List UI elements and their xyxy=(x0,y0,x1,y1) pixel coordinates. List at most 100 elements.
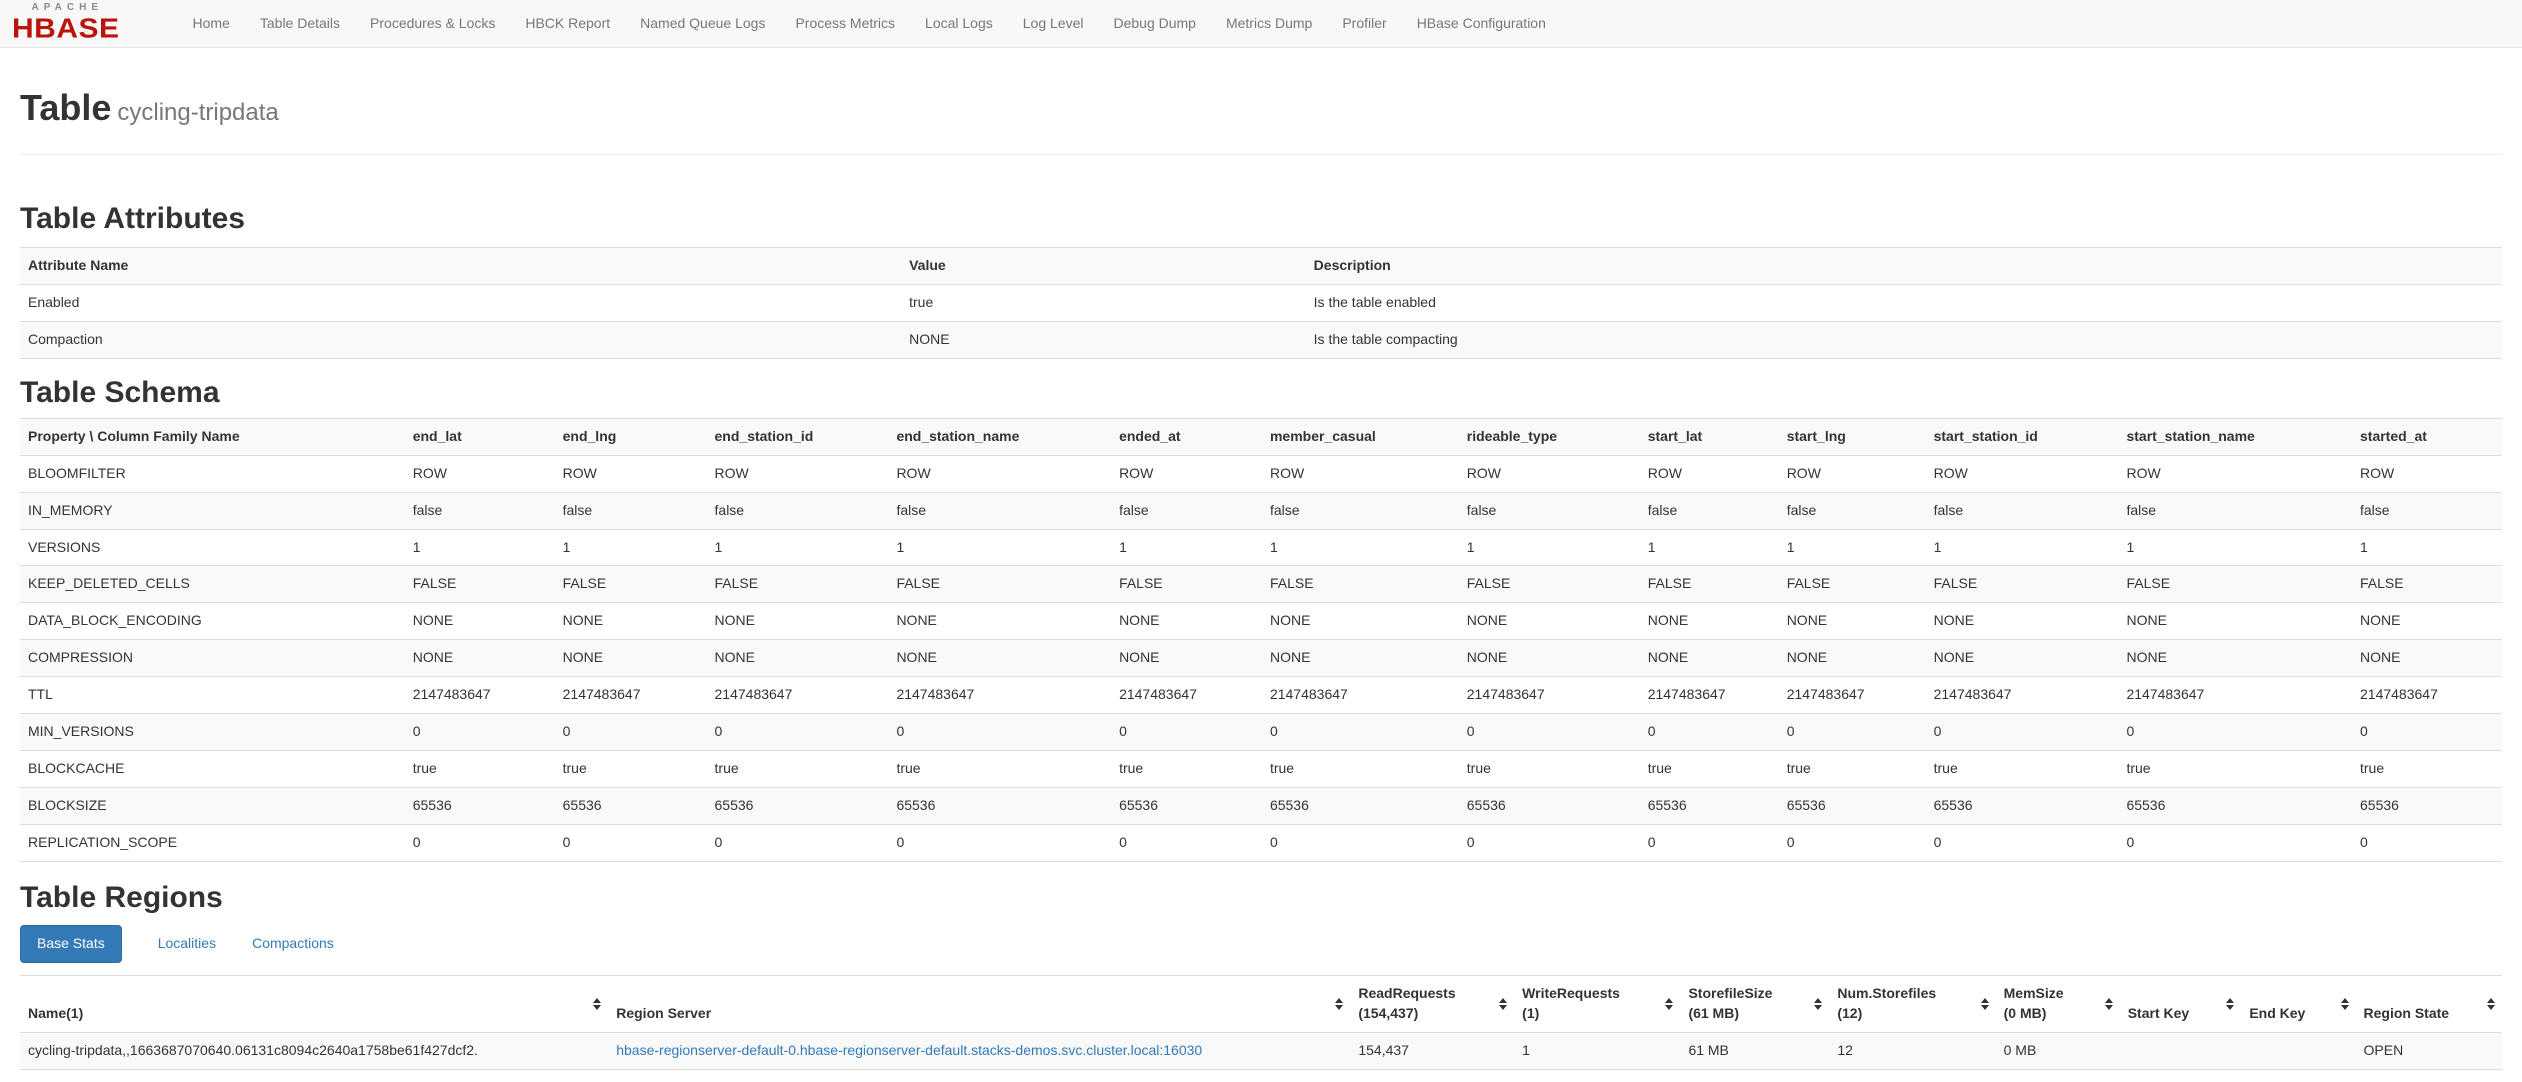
schema-value: true xyxy=(2352,750,2502,788)
attributes-header-row: Attribute Name Value Description xyxy=(20,246,2502,285)
nav-hbase-configuration[interactable]: HBase Configuration xyxy=(1416,14,1546,31)
schema-value: 0 xyxy=(404,713,555,751)
column-label: WriteRequests xyxy=(1522,985,1620,1002)
col-start-key[interactable]: Start Key xyxy=(2119,975,2242,1033)
schema-value: 0 xyxy=(2352,824,2502,863)
schema-value: ROW xyxy=(554,454,707,493)
tab-localities[interactable]: Localities xyxy=(157,935,217,952)
navbar-item: Named Queue Logs xyxy=(625,14,780,34)
schema-property: KEEP_DELETED_CELLS xyxy=(20,565,405,603)
nav-procedures-locks[interactable]: Procedures & Locks xyxy=(370,14,496,31)
schema-value: NONE xyxy=(1925,602,2119,640)
sort-icon xyxy=(2487,998,2495,1011)
column-aggregate: (61 MB) xyxy=(1688,1005,1739,1022)
table-row: TTL 2147483647 2147483647 2147483647 2147483… xyxy=(20,676,2502,714)
schema-value: 0 xyxy=(888,824,1112,863)
col-writerequests[interactable]: WriteRequests (1) xyxy=(1514,975,1681,1033)
schema-value: NONE xyxy=(706,639,889,677)
column-label: StorefileSize xyxy=(1688,985,1773,1002)
col-storefilesize[interactable]: StorefileSize (61 MB) xyxy=(1680,975,1830,1033)
schema-value: 2147483647 xyxy=(1925,676,2119,714)
col-region-server[interactable]: Region Server xyxy=(608,975,1351,1033)
navbar-item: Local Logs xyxy=(910,14,1008,34)
col-description: Description xyxy=(1305,246,2502,285)
schema-value: NONE xyxy=(706,602,889,640)
attribute-value: NONE xyxy=(901,320,1306,359)
col-name-1[interactable]: Name(1) xyxy=(20,975,609,1033)
schema-value: ROW xyxy=(1261,454,1459,493)
nav-named-queue-logs[interactable]: Named Queue Logs xyxy=(640,14,766,31)
nav-home[interactable]: Home xyxy=(192,14,230,31)
nav-debug-dump[interactable]: Debug Dump xyxy=(1113,14,1196,31)
schema-value: 2147483647 xyxy=(1111,676,1262,714)
schema-property: MIN_VERSIONS xyxy=(20,713,405,751)
column-aggregate: (1) xyxy=(1522,1005,1540,1022)
col-num-storefiles[interactable]: Num.Storefiles (12) xyxy=(1829,975,1996,1033)
nav-metrics-dump[interactable]: Metrics Dump xyxy=(1225,14,1313,31)
table-row: REPLICATION_SCOPE 0 0 0 0 0 0 0 0 0 0 0 0 xyxy=(20,824,2502,863)
schema-value: 0 xyxy=(706,824,889,863)
col-attribute-name: Attribute Name xyxy=(20,246,902,285)
sort-icon xyxy=(1665,998,1674,1011)
table-row: Enabled true Is the table enabled xyxy=(20,283,2502,322)
sort-icon xyxy=(2226,998,2235,1011)
schema-value: NONE xyxy=(888,602,1112,640)
table-name: cycling-tripdata xyxy=(117,99,279,126)
nav-table-details[interactable]: Table Details xyxy=(259,14,341,31)
nav-log-level[interactable]: Log Level xyxy=(1022,14,1084,31)
column-label: End Key xyxy=(2249,1005,2306,1022)
table-row: BLOOMFILTER ROW ROW ROW ROW ROW ROW ROW ROW ROW RO… xyxy=(20,454,2502,493)
col-region-state[interactable]: Region State xyxy=(2355,975,2502,1033)
region-server-link[interactable]: hbase-regionserver-default-0.hbase-regio… xyxy=(616,1042,1203,1059)
schema-value: false xyxy=(2352,491,2502,529)
schema-value: false xyxy=(706,491,889,529)
nav-process-metrics[interactable]: Process Metrics xyxy=(795,14,896,31)
tab-compactions[interactable]: Compactions xyxy=(252,935,334,952)
schema-value: NONE xyxy=(554,602,707,640)
schema-value: NONE xyxy=(2352,602,2502,640)
schema-value: NONE xyxy=(1639,639,1779,677)
schema-value: 1 xyxy=(554,528,707,566)
column-label: MemSize xyxy=(2003,985,2064,1002)
schema-value: NONE xyxy=(2118,602,2352,640)
schema-value: 0 xyxy=(2352,713,2502,751)
col-property-column-family-name: Property \ Column Family Name xyxy=(20,417,405,456)
schema-property: IN_MEMORY xyxy=(20,491,405,529)
schema-value: 1 xyxy=(888,528,1112,566)
table-row: Compaction NONE Is the table compacting xyxy=(20,320,2502,359)
region-name: cycling-tripdata,,1663687070640.06131c80… xyxy=(20,1032,609,1071)
schema-value: 1 xyxy=(706,528,889,566)
table-row: MIN_VERSIONS 0 0 0 0 0 0 0 0 0 0 0 0 xyxy=(20,713,2502,751)
schema-value: 0 xyxy=(1639,824,1779,863)
schema-value: 65536 xyxy=(2352,787,2502,825)
nav-profiler[interactable]: Profiler xyxy=(1342,14,1387,31)
schema-value: true xyxy=(888,750,1112,788)
tab-base-stats[interactable]: Base Stats xyxy=(20,925,122,964)
schema-value: true xyxy=(1778,750,1926,788)
schema-value: true xyxy=(1111,750,1262,788)
column-label: Name(1) xyxy=(28,1005,84,1022)
navbar-item: HBCK Report xyxy=(510,14,625,34)
write-requests: 1 xyxy=(1514,1032,1681,1071)
schema-heading: Table Schema xyxy=(20,375,220,409)
col-memsize[interactable]: MemSize (0 MB) xyxy=(1995,975,2120,1033)
table-row: DATA_BLOCK_ENCODING NONE NONE NONE NONE NONE N… xyxy=(20,602,2502,640)
hbase-logo[interactable]: APACHE HBASE xyxy=(12,3,120,44)
schema-value: false xyxy=(1111,491,1262,529)
col-readrequests[interactable]: ReadRequests (154,437) xyxy=(1350,975,1515,1033)
schema-value: NONE xyxy=(554,639,707,677)
schema-value: 0 xyxy=(1639,713,1779,751)
read-requests: 154,437 xyxy=(1350,1032,1515,1071)
nav-local-logs[interactable]: Local Logs xyxy=(925,14,993,31)
schema-value: ROW xyxy=(2352,454,2502,493)
column-label: Region State xyxy=(2363,1005,2450,1022)
schema-value: ROW xyxy=(1925,454,2119,493)
navbar-menu: Home Table Details Procedures & Locks HBCK … xyxy=(178,14,1561,34)
attribute-name: Compaction xyxy=(20,320,902,359)
col-family-started-at: started_at xyxy=(2352,417,2502,456)
nav-hbck-report[interactable]: HBCK Report xyxy=(525,14,611,31)
col-end-key[interactable]: End Key xyxy=(2241,975,2356,1033)
schema-property: COMPRESSION xyxy=(20,639,405,677)
schema-value: NONE xyxy=(404,639,555,677)
region-server-cell: hbase-regionserver-default-0.hbase-regio… xyxy=(608,1032,1351,1071)
